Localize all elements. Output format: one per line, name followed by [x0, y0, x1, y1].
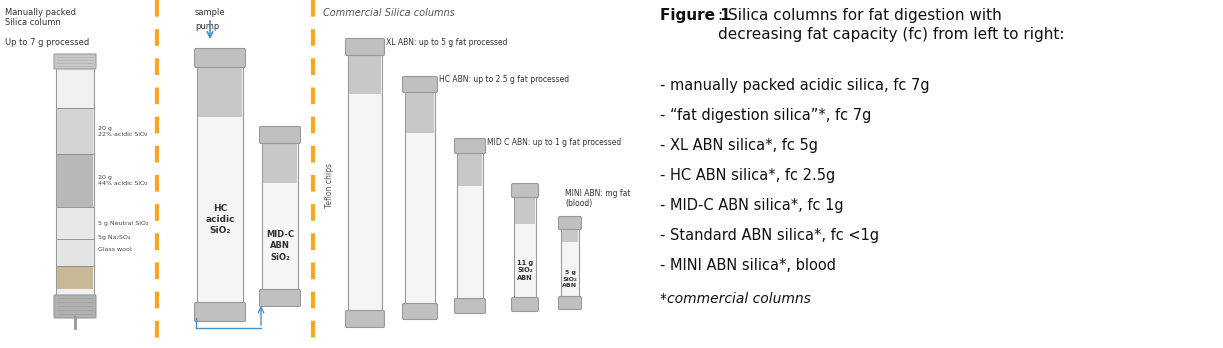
Text: - manually packed acidic silica, fc 7g: - manually packed acidic silica, fc 7g	[660, 78, 929, 93]
FancyBboxPatch shape	[559, 296, 581, 309]
Bar	[515, 194, 534, 224]
Bar	[262, 140, 298, 293]
FancyBboxPatch shape	[402, 303, 438, 319]
Bar	[57, 154, 93, 207]
Text: - “fat digestion silica”*, fc 7g: - “fat digestion silica”*, fc 7g	[660, 108, 871, 123]
FancyBboxPatch shape	[511, 298, 538, 311]
Text: Figure 1: Figure 1	[660, 8, 731, 23]
Text: 5g Na₂SO₄: 5g Na₂SO₄	[98, 235, 131, 240]
Text: Teflon chips: Teflon chips	[325, 163, 334, 207]
Text: - HC ABN silica*, fc 2.5g: - HC ABN silica*, fc 2.5g	[660, 168, 835, 183]
Text: pump: pump	[194, 22, 219, 31]
FancyBboxPatch shape	[54, 295, 95, 318]
FancyBboxPatch shape	[259, 290, 301, 307]
FancyBboxPatch shape	[455, 299, 486, 314]
Bar	[561, 226, 578, 300]
FancyBboxPatch shape	[559, 216, 581, 229]
Text: 5 g Neutral SiO₂: 5 g Neutral SiO₂	[98, 221, 148, 226]
Bar	[197, 64, 243, 306]
FancyBboxPatch shape	[54, 54, 95, 69]
Text: Up to 7 g processed: Up to 7 g processed	[5, 38, 89, 47]
Text: 20 g
44% acidic SiO₂: 20 g 44% acidic SiO₂	[98, 175, 148, 186]
Bar	[457, 150, 482, 187]
Bar	[56, 67, 94, 296]
Text: : Silica columns for fat digestion with
decreasing fat capacity (fc) from left t: : Silica columns for fat digestion with …	[718, 8, 1064, 42]
FancyBboxPatch shape	[259, 127, 301, 143]
Bar	[198, 64, 242, 117]
Text: - Standard ABN silica*, fc <1g: - Standard ABN silica*, fc <1g	[660, 228, 879, 243]
Text: MINI ABN: mg fat
(blood): MINI ABN: mg fat (blood)	[565, 189, 631, 208]
Text: 11 g
SiO₂
ABN: 11 g SiO₂ ABN	[517, 260, 533, 281]
Text: - MINI ABN silica*, blood: - MINI ABN silica*, blood	[660, 258, 837, 273]
Bar	[57, 67, 93, 108]
FancyBboxPatch shape	[511, 183, 538, 198]
Text: 20 g
22% acidic SiO₂: 20 g 22% acidic SiO₂	[98, 126, 148, 136]
Text: XL ABN: up to 5 g fat processed: XL ABN: up to 5 g fat processed	[386, 38, 508, 47]
Text: *commercial columns: *commercial columns	[660, 292, 811, 306]
Text: HC ABN: up to 2.5 g fat processed: HC ABN: up to 2.5 g fat processed	[439, 75, 569, 84]
Bar	[349, 52, 382, 314]
FancyBboxPatch shape	[194, 302, 246, 322]
FancyBboxPatch shape	[346, 310, 384, 327]
Bar	[263, 140, 297, 183]
Bar	[349, 52, 382, 94]
FancyBboxPatch shape	[455, 139, 486, 153]
Text: MID C ABN: up to 1 g fat processed: MID C ABN: up to 1 g fat processed	[487, 138, 621, 147]
Text: - XL ABN silica*, fc 5g: - XL ABN silica*, fc 5g	[660, 138, 818, 153]
Text: MID-C
ABN
SiO₂: MID-C ABN SiO₂	[265, 230, 294, 261]
FancyBboxPatch shape	[194, 48, 246, 68]
Bar	[457, 150, 483, 302]
Bar	[406, 89, 434, 133]
Text: 5 g
SiO₂
ABN: 5 g SiO₂ ABN	[563, 270, 577, 288]
Text: Silica column: Silica column	[5, 18, 61, 27]
Bar	[57, 108, 93, 154]
Text: - MID-C ABN silica*, fc 1g: - MID-C ABN silica*, fc 1g	[660, 198, 844, 213]
FancyBboxPatch shape	[402, 77, 438, 93]
Bar	[563, 226, 578, 242]
Text: Glass wool: Glass wool	[98, 246, 132, 252]
Text: Manually packed: Manually packed	[5, 8, 76, 17]
Text: sample: sample	[194, 8, 225, 17]
Text: HC
acidic
SiO₂: HC acidic SiO₂	[205, 204, 235, 235]
Bar	[57, 239, 93, 266]
Bar	[57, 266, 93, 289]
FancyBboxPatch shape	[346, 39, 384, 55]
Bar	[405, 89, 435, 307]
Bar	[514, 194, 536, 301]
Bar	[57, 207, 93, 239]
Text: Commercial Silica columns: Commercial Silica columns	[323, 8, 455, 18]
